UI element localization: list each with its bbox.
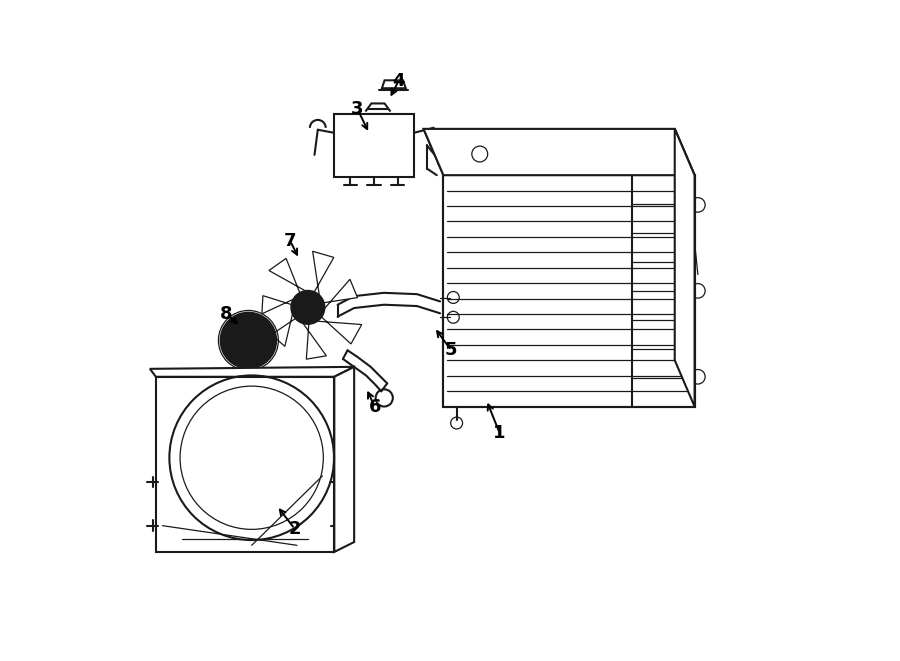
Text: 3: 3 — [351, 100, 364, 118]
Text: 8: 8 — [220, 305, 233, 323]
Polygon shape — [382, 80, 406, 88]
Circle shape — [299, 298, 317, 317]
Text: 2: 2 — [288, 520, 301, 538]
Polygon shape — [156, 377, 334, 552]
Text: 4: 4 — [392, 72, 405, 91]
Polygon shape — [272, 309, 297, 346]
Text: 5: 5 — [446, 341, 457, 360]
Text: 6: 6 — [368, 397, 381, 416]
Polygon shape — [322, 280, 357, 312]
Circle shape — [292, 291, 324, 324]
Polygon shape — [444, 175, 695, 407]
Polygon shape — [150, 367, 355, 377]
Circle shape — [232, 324, 265, 357]
Polygon shape — [424, 129, 695, 175]
Polygon shape — [675, 129, 695, 407]
Text: 7: 7 — [284, 231, 296, 250]
Polygon shape — [312, 251, 334, 299]
Polygon shape — [301, 320, 327, 359]
Polygon shape — [334, 367, 355, 552]
Polygon shape — [334, 114, 414, 176]
Polygon shape — [262, 295, 297, 314]
Text: 1: 1 — [493, 424, 506, 442]
Circle shape — [220, 313, 276, 368]
Polygon shape — [313, 315, 362, 344]
Polygon shape — [269, 258, 309, 295]
